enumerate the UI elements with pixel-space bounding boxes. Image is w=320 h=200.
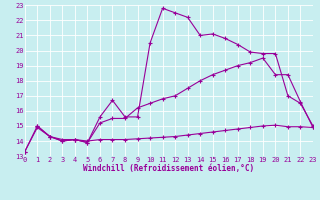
- X-axis label: Windchill (Refroidissement éolien,°C): Windchill (Refroidissement éolien,°C): [83, 164, 254, 173]
